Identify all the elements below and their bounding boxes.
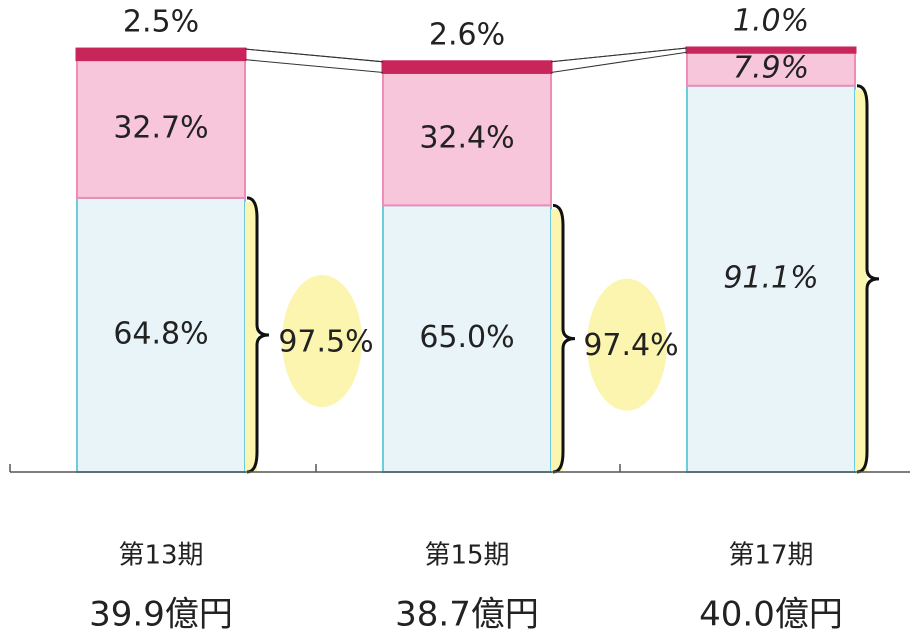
value-label: 2.5% (123, 5, 199, 40)
brace (246, 196, 270, 474)
value-label: 65.0% (419, 320, 514, 355)
value-label: 1.0% (733, 4, 809, 39)
brace-highlight (282, 274, 362, 407)
connector (550, 47, 688, 63)
value-label: 91.1% (723, 260, 818, 295)
brace (856, 84, 880, 474)
value-label: 32.4% (419, 120, 514, 155)
value-label: 7.9% (733, 50, 809, 85)
total-label: 39.9億円 (89, 595, 233, 635)
brace (552, 203, 576, 474)
value-label: 64.8% (113, 316, 208, 351)
total-label: 40.0億円 (699, 595, 843, 635)
brace-label: 97.4% (583, 328, 678, 363)
connector (244, 48, 384, 63)
value-label: 32.7% (113, 110, 208, 145)
brace-label: 97.5% (278, 324, 373, 359)
bar-segment (76, 196, 246, 473)
value-label: 2.6% (429, 17, 505, 52)
connector (550, 51, 688, 73)
bar-segment (75, 47, 247, 62)
total-label: 38.7億円 (395, 595, 539, 635)
bar-segment (381, 60, 553, 74)
category-label: 第17期 (728, 541, 813, 571)
highlight-strip (855, 89, 867, 473)
highlight-strip (551, 209, 563, 472)
bar-segment (686, 51, 856, 87)
highlight-strip (245, 201, 257, 472)
brace-highlight (587, 278, 667, 411)
connector (244, 59, 384, 73)
category-label: 第13期 (118, 541, 203, 571)
category-label: 第15期 (424, 541, 509, 571)
bar-segment (685, 46, 857, 54)
bar-segment (76, 58, 246, 199)
bar-segment (382, 71, 552, 207)
